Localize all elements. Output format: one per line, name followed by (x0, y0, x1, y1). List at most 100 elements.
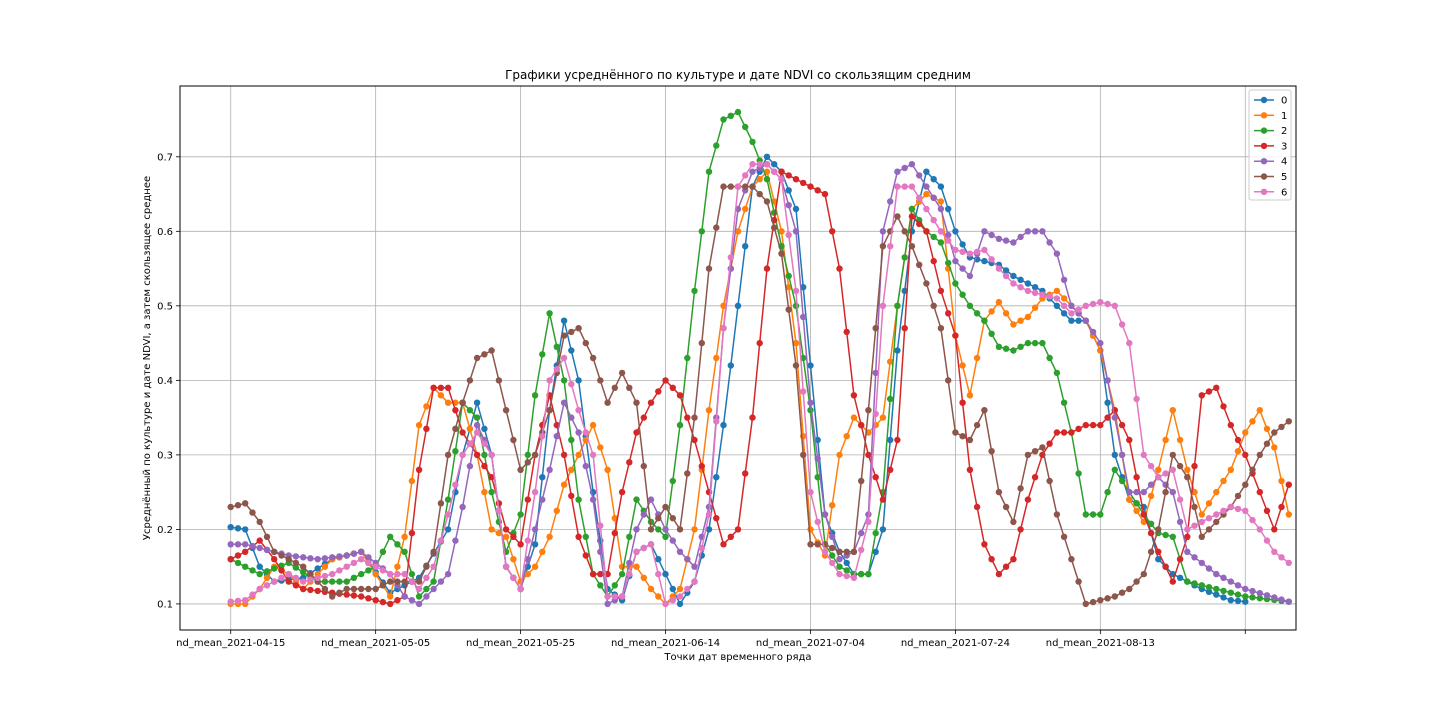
data-point (742, 470, 749, 477)
data-point (1060, 302, 1068, 309)
data-point (560, 354, 568, 362)
data-point (1256, 407, 1264, 414)
data-point (952, 246, 959, 254)
data-point (1162, 531, 1169, 539)
data-point (1213, 591, 1220, 598)
data-point (778, 168, 785, 175)
data-point (444, 451, 452, 459)
data-point (1147, 481, 1155, 488)
data-point (575, 377, 582, 384)
data-point (582, 339, 589, 347)
data-point (676, 548, 684, 555)
data-point (1213, 518, 1220, 526)
data-point (1053, 369, 1061, 377)
data-point (858, 570, 865, 578)
data-point (705, 526, 713, 533)
data-point (1089, 421, 1097, 429)
y-tick-label: 0.7 (157, 152, 173, 163)
data-point (343, 591, 350, 598)
data-point (1227, 578, 1235, 585)
data-point (908, 161, 916, 168)
data-point (879, 228, 887, 235)
data-point (1060, 295, 1068, 302)
data-point (1111, 466, 1119, 473)
data-point (1162, 488, 1169, 496)
data-point (720, 116, 727, 123)
data-point (894, 302, 901, 309)
data-point (633, 563, 640, 570)
data-point (959, 362, 966, 369)
data-point (966, 272, 974, 280)
data-point (1039, 339, 1046, 347)
x-tick-label: nd_mean_2021-05-25 (466, 638, 575, 649)
data-point (865, 570, 872, 578)
data-point (1176, 496, 1184, 503)
data-point (843, 559, 850, 567)
data-point (1010, 518, 1017, 526)
data-point (894, 436, 901, 444)
data-point (872, 369, 879, 377)
data-point (227, 541, 234, 548)
data-point (720, 541, 727, 548)
data-point (1133, 488, 1140, 496)
data-point (314, 556, 321, 563)
data-point (720, 325, 727, 332)
data-point (1082, 317, 1090, 324)
data-point (923, 190, 930, 198)
data-point (713, 418, 720, 425)
data-point (350, 550, 358, 557)
series-6 (227, 161, 1293, 608)
data-point (329, 554, 336, 561)
data-point (604, 466, 611, 473)
data-point (1111, 414, 1119, 421)
legend-marker (1260, 96, 1268, 104)
data-point (495, 377, 503, 384)
data-point (488, 474, 495, 481)
data-point (1242, 593, 1249, 600)
data-point (1118, 421, 1126, 429)
data-point (1068, 429, 1075, 436)
data-point (1242, 507, 1249, 514)
data-point (1256, 526, 1264, 533)
data-point (466, 425, 474, 432)
data-point (923, 183, 930, 190)
data-point (1227, 597, 1235, 604)
data-point (655, 570, 662, 578)
data-point (1002, 267, 1010, 274)
data-point (1031, 304, 1039, 311)
data-point (1256, 590, 1264, 597)
data-point (321, 585, 329, 593)
data-point (452, 448, 459, 455)
data-point (1147, 462, 1155, 470)
data-point (379, 548, 387, 555)
data-point (647, 496, 655, 503)
data-point (952, 257, 959, 265)
data-point (930, 216, 937, 224)
data-point (452, 481, 459, 488)
data-point (242, 526, 249, 533)
data-point (1191, 522, 1198, 529)
data-point (1017, 284, 1024, 291)
data-point (415, 593, 423, 600)
data-point (1082, 421, 1090, 429)
legend-marker (1260, 173, 1268, 180)
data-point (836, 451, 843, 459)
data-point (1191, 580, 1198, 587)
data-point (981, 257, 988, 265)
data-point (1118, 321, 1126, 328)
data-point (1205, 584, 1213, 591)
data-point (1104, 377, 1111, 384)
data-point (1046, 239, 1053, 246)
data-point (1017, 343, 1024, 350)
data-point (778, 228, 785, 235)
data-point (676, 585, 684, 593)
data-point (321, 563, 329, 570)
data-point (945, 377, 952, 384)
data-point (1060, 310, 1068, 317)
data-point (1213, 570, 1220, 578)
data-point (1075, 317, 1082, 324)
data-point (626, 459, 633, 466)
data-point (800, 388, 807, 395)
data-point (908, 213, 916, 220)
data-point (1097, 511, 1104, 518)
